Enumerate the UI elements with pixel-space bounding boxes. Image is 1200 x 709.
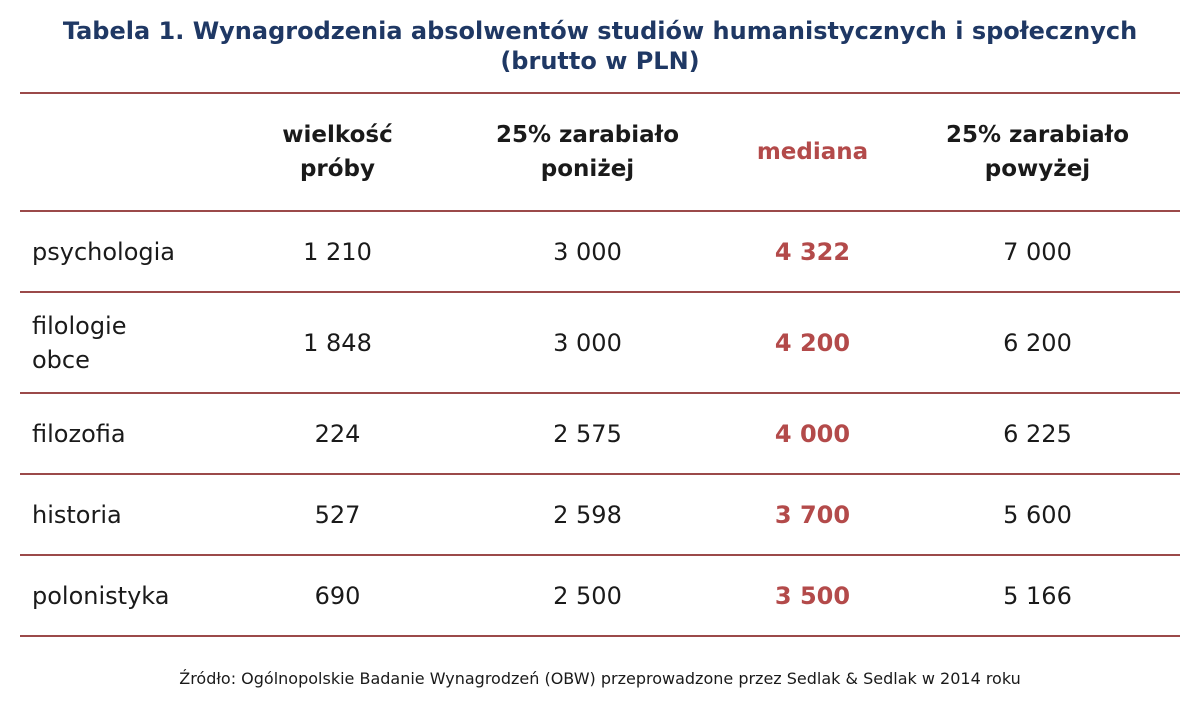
field-of-study: historia: [20, 474, 230, 555]
sample-size-value: 690: [314, 581, 361, 610]
source-note: Źródło: Ogólnopolskie Badanie Wynagrodze…: [179, 669, 1021, 688]
lower-quartile-value: 2 575: [553, 419, 622, 448]
header-sample-size-line-1: wielkość: [282, 122, 393, 148]
header-lower-quartile-line-1: 25% zarabiało: [495, 122, 680, 148]
header-sample-size: wielkość próby: [230, 93, 445, 211]
header-lower-quartile: 25% zarabiało poniżej: [445, 93, 730, 211]
salary-table: wielkość próby 25% zarabiało poniżej med…: [20, 92, 1180, 637]
field-of-study: polonistyka: [20, 555, 230, 636]
table-row: filologie obce 1 848 3 000 4 200 6 200: [20, 292, 1180, 393]
field-of-study-label: polonistyka: [32, 581, 170, 610]
table-title: Tabela 1. Wynagrodzenia absolwentów stud…: [0, 16, 1200, 76]
field-of-study-label: filozofia: [32, 419, 126, 448]
header-upper-quartile-line-2: powyżej: [984, 156, 1091, 182]
upper-quartile-value: 7 000: [1003, 237, 1072, 266]
table-row: psychologia 1 210 3 000 4 322 7 000: [20, 211, 1180, 292]
upper-quartile-value: 6 225: [1003, 419, 1072, 448]
field-of-study: filozofia: [20, 393, 230, 474]
field-of-study-label: historia: [32, 500, 122, 529]
table-row: historia 527 2 598 3 700 5 600: [20, 474, 1180, 555]
median-value: 3 700: [774, 500, 851, 529]
upper-quartile-value: 6 200: [1003, 328, 1072, 357]
lower-quartile-value: 2 598: [553, 500, 622, 529]
header-field-of-study: [20, 93, 230, 211]
table-row: polonistyka 690 2 500 3 500 5 166: [20, 555, 1180, 636]
median-value: 4 322: [774, 237, 851, 266]
field-of-study-label: psychologia: [32, 237, 175, 266]
lower-quartile-value: 3 000: [553, 328, 622, 357]
field-of-study: psychologia: [20, 211, 230, 292]
upper-quartile-value: 5 600: [1003, 500, 1072, 529]
header-upper-quartile: 25% zarabiało powyżej: [895, 93, 1180, 211]
field-of-study-label: filologie: [32, 311, 127, 340]
sample-size-value: 1 210: [303, 237, 372, 266]
table-title-line-1: Tabela 1. Wynagrodzenia absolwentów stud…: [62, 17, 1138, 45]
median-value: 4 000: [774, 419, 851, 448]
table-title-line-2: (brutto w PLN): [500, 47, 700, 75]
median-value: 3 500: [774, 581, 851, 610]
lower-quartile-value: 3 000: [553, 237, 622, 266]
upper-quartile-value: 5 166: [1003, 581, 1072, 610]
field-of-study: filologie obce: [20, 292, 230, 393]
median-value: 4 200: [774, 328, 851, 357]
table-row: filozofia 224 2 575 4 000 6 225: [20, 393, 1180, 474]
header-row: wielkość próby 25% zarabiało poniżej med…: [20, 93, 1180, 211]
lower-quartile-value: 2 500: [553, 581, 622, 610]
field-of-study-label: obce: [32, 345, 90, 374]
header-upper-quartile-line-1: 25% zarabiało: [945, 122, 1130, 148]
header-lower-quartile-line-2: poniżej: [540, 156, 635, 182]
sample-size-value: 1 848: [303, 328, 372, 357]
sample-size-value: 224: [314, 419, 361, 448]
header-sample-size-line-2: próby: [299, 156, 376, 182]
header-median: mediana: [756, 139, 869, 165]
sample-size-value: 527: [314, 500, 361, 529]
